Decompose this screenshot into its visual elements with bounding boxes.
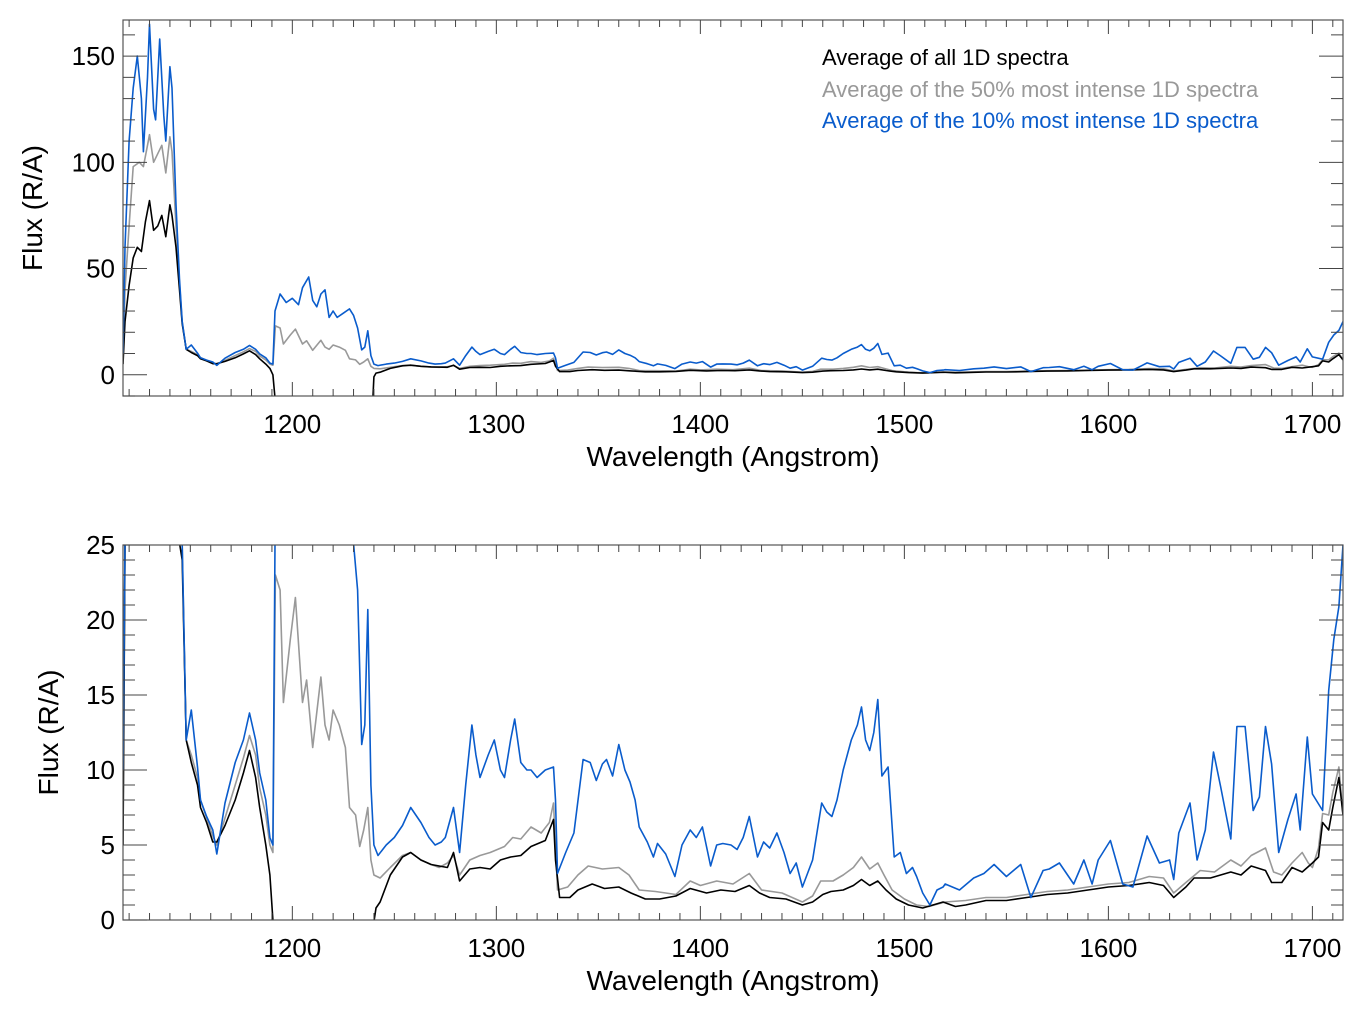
legend-entry-all: Average of all 1D spectra [822, 45, 1069, 70]
x-tick-label: 1700 [1283, 933, 1341, 963]
series-line-average-of-the-10-most-intense-1d-spectra [123, 23, 1343, 374]
series-line-average-of-all-1d-spectra [123, 545, 1343, 920]
x-tick-label: 1400 [671, 933, 729, 963]
x-axis-title: Wavelength (Angstrom) [586, 441, 879, 472]
y-tick-label: 25 [86, 530, 115, 560]
x-tick-label: 1400 [671, 409, 729, 439]
legend-entry-10pct: Average of the 10% most intense 1D spect… [822, 108, 1259, 133]
y-tick-label: 50 [86, 254, 115, 284]
y-axis-title: Flux (R/A) [17, 145, 48, 271]
legend: Average of all 1D spectra Average of the… [822, 45, 1259, 133]
plot-frame [122, 19, 1344, 397]
y-tick-label: 15 [86, 680, 115, 710]
x-tick-label: 1500 [875, 409, 933, 439]
bottom-panel: 1200 1300 1400 1500 1600 1700 0 5 10 15 20 25 Wavele… [33, 530, 1344, 996]
top-panel: 1200 1300 1400 1500 1600 1700 0 50 100 150 Wavelen… [17, 19, 1344, 472]
x-tick-label: 1700 [1283, 409, 1341, 439]
y-tick-label: 150 [72, 41, 115, 71]
y-tick-label: 5 [101, 830, 115, 860]
y-tick-label: 100 [72, 147, 115, 177]
x-tick-label: 1300 [467, 933, 525, 963]
x-axis-title: Wavelength (Angstrom) [586, 965, 879, 996]
y-axis-title: Flux (R/A) [33, 670, 64, 796]
series-line-average-of-the-50-most-intense-1d-spectra [123, 133, 1343, 374]
y-tick-label: 10 [86, 755, 115, 785]
series-group [123, 23, 1343, 396]
x-tick-label: 1300 [467, 409, 525, 439]
x-tick-label: 1200 [263, 409, 321, 439]
series-group [123, 545, 1343, 920]
series-line-average-of-the-50-most-intense-1d-spectra [123, 545, 1343, 908]
y-tick-label: 0 [101, 360, 115, 390]
legend-entry-50pct: Average of the 50% most intense 1D spect… [822, 77, 1259, 102]
x-tick-label: 1200 [263, 933, 321, 963]
y-tick-label: 20 [86, 605, 115, 635]
series-line-average-of-the-10-most-intense-1d-spectra [123, 545, 1343, 906]
y-tick-label: 0 [101, 905, 115, 935]
plot-frame [122, 544, 1344, 921]
x-tick-label: 1600 [1079, 933, 1137, 963]
x-tick-label: 1500 [875, 933, 933, 963]
x-tick-label: 1600 [1079, 409, 1137, 439]
